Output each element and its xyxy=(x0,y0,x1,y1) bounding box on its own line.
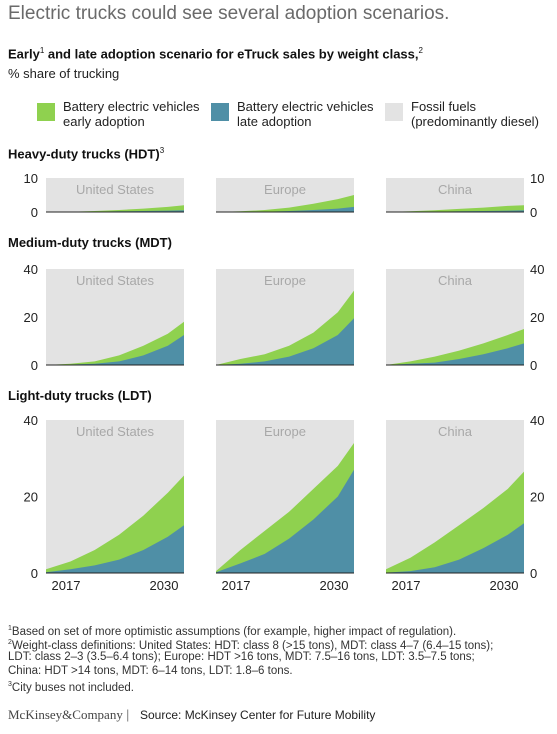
y-tick-label: 0 xyxy=(31,358,38,373)
subtitle-rest: and late adoption scenario for eTruck sa… xyxy=(44,46,419,62)
x-tick-label: 2017 xyxy=(52,578,81,593)
section-title-hdt: Heavy-duty trucks (HDT)3 xyxy=(8,146,164,161)
footnote-2-text-b: China: HDT >14 tons, MDT: 6–14 tons, LDT… xyxy=(8,665,293,677)
series-area-early xyxy=(386,205,524,212)
y-tick-label: 20 xyxy=(530,310,544,325)
legend-fossil-line1: Fossil fuels xyxy=(411,99,477,114)
footnote-3-mark: 3 xyxy=(8,681,12,688)
footer-separator: | xyxy=(126,707,130,722)
series-area-early xyxy=(46,205,184,212)
x-tick-label: 2030 xyxy=(150,578,179,593)
panel-mdt-united-states: United States 0 20 40 xyxy=(24,262,184,373)
section-hdt-footnote: 3 xyxy=(159,146,165,155)
series-area-late xyxy=(386,343,524,365)
footnote-2-cont-a: LDT: class 2–3 (3.5–6.4 tons); Europe: H… xyxy=(8,650,475,664)
section-title-mdt: Medium-duty trucks (MDT) xyxy=(8,235,172,250)
unit-label: % share of trucking xyxy=(8,66,120,81)
legend-late-line2: late adoption xyxy=(237,114,312,129)
region-label: United States xyxy=(76,424,155,439)
page-title: Electric trucks could see several adopti… xyxy=(8,3,450,24)
region-label: China xyxy=(438,273,473,288)
panel-mdt-europe: Europe xyxy=(216,269,354,366)
y-tick-label: 10 xyxy=(530,171,544,186)
brand-logo: McKinsey&Company xyxy=(8,707,123,722)
panel-hdt-china: China 0 10 xyxy=(386,171,544,220)
x-tick-label: 2017 xyxy=(392,578,421,593)
y-tick-label: 0 xyxy=(530,566,537,581)
fossil-fuel-area xyxy=(386,178,524,212)
region-label: Europe xyxy=(264,424,306,439)
fossil-fuel-area xyxy=(46,178,184,212)
footnote-3-text: City buses not included. xyxy=(11,681,135,694)
footnote-2-text-a: LDT: class 2–3 (3.5–6.4 tons); Europe: H… xyxy=(8,651,475,663)
section-ldt-label: Light-duty trucks (LDT) xyxy=(8,388,152,403)
footnote-1-mark: 1 xyxy=(8,625,12,632)
panel-ldt-europe: Europe 2017 2030 xyxy=(216,420,354,593)
series-area-early xyxy=(216,195,354,212)
legend-swatch-fossil xyxy=(385,103,403,121)
footnote-1: 1Based on set of more optimistic assumpt… xyxy=(8,622,456,639)
legend-label-fossil: Fossil fuels (predominantly diesel) xyxy=(411,99,539,129)
y-tick-label: 20 xyxy=(530,490,544,505)
series-area-late xyxy=(46,525,184,573)
footnote-2-text: Weight-class definitions: United States:… xyxy=(11,639,494,652)
footnote-2: 2Weight-class definitions: United States… xyxy=(8,636,493,653)
y-tick-label: 0 xyxy=(530,205,537,220)
panel-mdt-china: China 0 20 40 xyxy=(386,262,544,373)
region-label: China xyxy=(438,182,473,197)
footnote-2-mark: 2 xyxy=(8,639,12,646)
y-tick-label: 40 xyxy=(24,413,38,428)
legend-swatch-late xyxy=(211,103,229,121)
subtitle-early: Early xyxy=(8,46,40,62)
series-area-late xyxy=(216,206,354,212)
region-label: United States xyxy=(76,273,155,288)
series-area-late xyxy=(46,335,184,365)
series-area-late xyxy=(216,469,354,573)
legend-late-line1: Battery electric vehicles xyxy=(237,99,374,114)
footnote-1-text: Based on set of more optimistic assumpti… xyxy=(11,625,457,638)
section-title-ldt: Light-duty trucks (LDT) xyxy=(8,388,152,403)
section-hdt-label: Heavy-duty trucks (HDT) xyxy=(8,146,160,162)
panel-hdt-united-states: United States 0 10 xyxy=(24,171,184,220)
panel-ldt-united-states: United States 0 20 40 2017 2030 xyxy=(24,413,184,593)
subtitle-footnote-1: 1 xyxy=(39,46,45,55)
y-tick-label: 0 xyxy=(31,205,38,220)
section-mdt-label: Medium-duty trucks (MDT) xyxy=(8,235,172,250)
y-tick-label: 40 xyxy=(24,262,38,277)
subtitle-footnote-2: 2 xyxy=(418,46,423,55)
legend-label-early: Battery electric vehicles early adoption xyxy=(63,99,200,129)
legend-label-late: Battery electric vehicles late adoption xyxy=(237,99,374,129)
series-area-late xyxy=(386,523,524,573)
panel-ldt-china: China 0 20 40 2017 2030 xyxy=(386,413,544,593)
y-tick-label: 10 xyxy=(24,171,38,186)
region-label: Europe xyxy=(264,273,306,288)
footnote-3: 3City buses not included. xyxy=(8,678,134,695)
y-tick-label: 0 xyxy=(31,566,38,581)
y-tick-label: 40 xyxy=(530,262,544,277)
x-tick-label: 2017 xyxy=(222,578,251,593)
series-area-late xyxy=(216,318,354,365)
legend-swatch-early xyxy=(37,103,55,121)
chart-subtitle: Early1 and late adoption scenario for eT… xyxy=(8,46,423,61)
y-tick-label: 40 xyxy=(530,413,544,428)
y-tick-label: 0 xyxy=(530,358,537,373)
legend-fossil-line2: (predominantly diesel) xyxy=(411,114,539,129)
footnote-2-cont-b: China: HDT >14 tons, MDT: 6–14 tons, LDT… xyxy=(8,664,293,678)
region-label: United States xyxy=(76,182,155,197)
x-tick-label: 2030 xyxy=(320,578,349,593)
legend-early-line2: early adoption xyxy=(63,114,145,129)
region-label: Europe xyxy=(264,182,306,197)
y-tick-label: 20 xyxy=(24,490,38,505)
region-label: China xyxy=(438,424,473,439)
panel-hdt-europe: Europe xyxy=(216,178,354,213)
legend-early-line1: Battery electric vehicles xyxy=(63,99,200,114)
source-note: Source: McKinsey Center for Future Mobil… xyxy=(140,708,376,722)
x-tick-label: 2030 xyxy=(490,578,519,593)
y-tick-label: 20 xyxy=(24,310,38,325)
